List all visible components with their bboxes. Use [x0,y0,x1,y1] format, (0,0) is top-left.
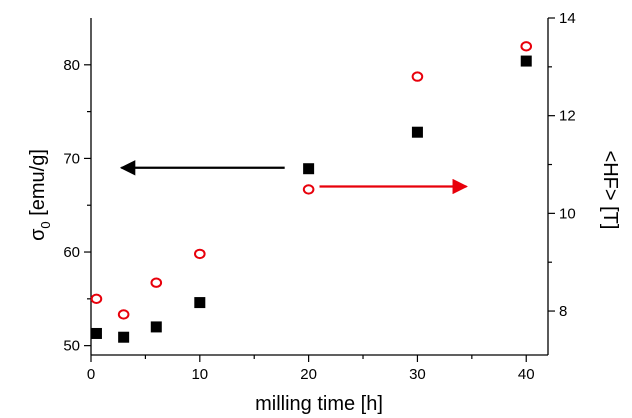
left-tick-label: 70 [63,150,80,167]
x-tick-label: 0 [87,366,95,383]
right-tick-label: 12 [559,108,576,125]
left-tick-label: 50 [63,338,80,355]
left-y-ticks: 50 60 70 80 [63,57,91,355]
right-tick-label: 10 [559,205,576,222]
left-axis-title-subscript: 0 [38,221,53,228]
left-axis-title-unit: [emu/g] [27,149,49,221]
data-point-square [520,55,532,67]
data-point-circle [90,293,103,305]
x-tick-label: 10 [191,366,208,383]
left-axis-title-symbol: σ [27,228,49,241]
data-point-square [194,297,206,309]
series-right-circles [90,41,533,320]
data-point-circle [117,309,130,320]
left-tick-label: 80 [63,57,80,74]
right-tick-label: 14 [559,10,576,27]
data-point-circle [520,41,533,52]
right-tick-label: 8 [559,303,567,320]
data-point-square [150,321,162,333]
data-point-circle [411,71,424,82]
data-point-square [118,331,130,343]
x-axis-title: milling time [h] [255,393,383,415]
x-tick-label: 30 [409,366,426,383]
left-tick-label: 60 [63,244,80,261]
x-tick-label: 40 [518,366,535,383]
data-point-circle [150,277,163,288]
right-y-ticks: 8 10 12 14 [548,10,576,320]
right-axis-title: <HF> [T] [599,151,621,230]
series-left-squares [90,55,532,343]
x-tick-label: 20 [300,366,317,383]
data-point-square [90,327,102,339]
data-point-square [411,126,423,138]
data-point-square [303,163,315,175]
data-point-circle [302,184,315,195]
arrow-annotations [119,160,468,195]
data-point-circle [194,248,206,260]
x-ticks: 0 10 20 30 40 [87,355,535,383]
left-axis-title: σ0 [emu/g] [27,149,53,241]
